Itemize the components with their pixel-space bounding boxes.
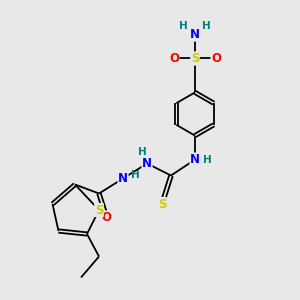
Text: H: H [203,154,212,165]
Text: N: N [118,172,128,185]
Text: O: O [211,52,221,65]
Text: H: H [179,21,188,31]
Text: N: N [190,153,200,166]
Text: S: S [191,52,199,65]
Text: H: H [138,147,147,157]
Text: O: O [101,211,112,224]
Text: S: S [95,203,103,217]
Text: N: N [142,157,152,170]
Text: H: H [202,21,211,31]
Text: H: H [131,170,140,181]
Text: N: N [190,28,200,41]
Text: O: O [169,52,179,65]
Text: S: S [158,197,166,211]
